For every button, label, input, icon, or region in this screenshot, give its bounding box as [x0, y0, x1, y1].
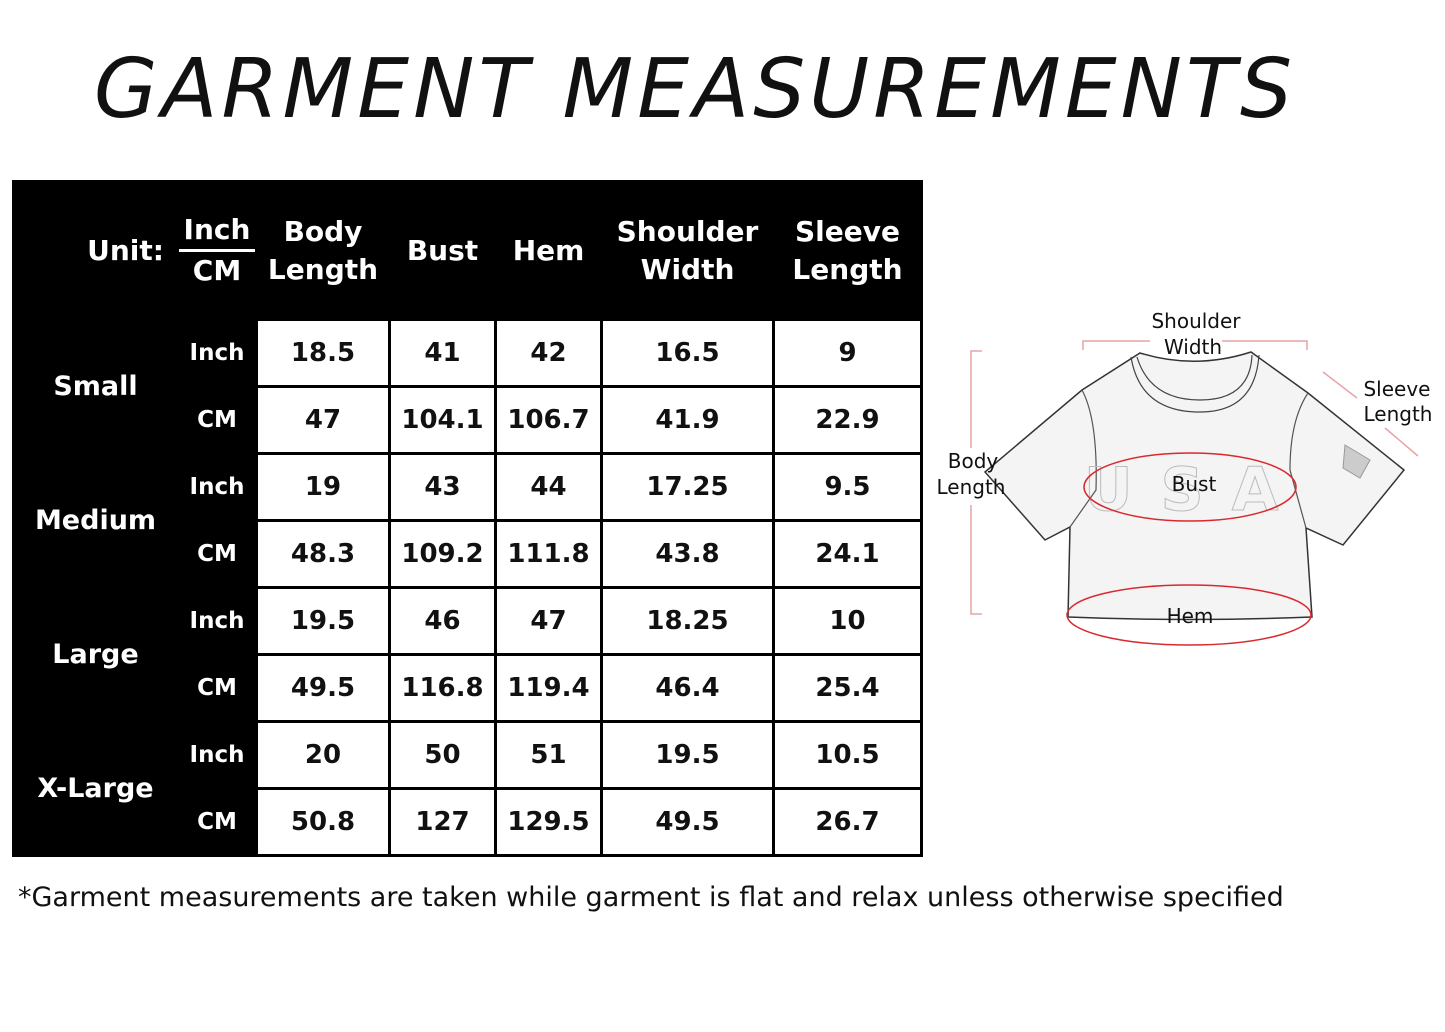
measurement-cell: 22.9 — [772, 385, 923, 455]
measurement-cell: 48.3 — [255, 519, 391, 589]
sleeve-label-2: Length — [1364, 402, 1433, 426]
measurement-cell: 49.5 — [255, 653, 391, 723]
table-row: Medium Inch 19 43 44 17.25 9.5 — [12, 452, 923, 589]
table-row: CM 50.8 127 129.5 49.5 26.7 — [14, 787, 923, 857]
unit-cell: Inch — [176, 318, 258, 388]
size-label: Large — [12, 586, 179, 723]
measurement-cell: 43.8 — [600, 519, 775, 589]
usa-print: USA — [1084, 455, 1306, 525]
measurement-cell: 51 — [494, 720, 603, 790]
measurement-cell: 24.1 — [772, 519, 923, 589]
body-label-2: Length — [937, 475, 1006, 499]
unit-cell: Inch — [176, 586, 258, 656]
measurement-cell: 9 — [772, 318, 923, 388]
measurement-cell: 18.25 — [600, 586, 775, 656]
table-row: CM 48.3 109.2 111.8 43.8 24.1 — [14, 519, 923, 589]
unit-label: Unit: — [12, 180, 179, 321]
measurement-cell: 104.1 — [388, 385, 497, 455]
unit-cell: CM — [176, 787, 258, 857]
measure-lines — [970, 340, 1419, 615]
measurement-cell: 10.5 — [772, 720, 923, 790]
measurement-cell: 50 — [388, 720, 497, 790]
table-row: CM 49.5 116.8 119.4 46.4 25.4 — [14, 653, 923, 723]
measurement-cell: 16.5 — [600, 318, 775, 388]
size-label: X-Large — [12, 720, 179, 857]
unit-cell: Inch — [176, 720, 258, 790]
column-header: Hem — [494, 180, 603, 321]
footnote: *Garment measurements are taken while ga… — [18, 882, 1284, 913]
measurement-cell: 19.5 — [600, 720, 775, 790]
measurement-cell: 106.7 — [494, 385, 603, 455]
hem-ellipse — [1066, 584, 1312, 646]
column-header: Shoulder Width — [600, 180, 775, 321]
unit-inch: Inch — [179, 211, 255, 252]
measurement-cell: 43 — [388, 452, 497, 522]
tshirt-outline — [983, 351, 1406, 621]
measurement-cell: 44 — [494, 452, 603, 522]
measurement-cell: 47 — [494, 586, 603, 656]
page-title: GARMENT MEASUREMENTS — [93, 42, 1297, 137]
bust-ellipse — [1083, 452, 1297, 522]
measurement-cell: 19.5 — [255, 586, 391, 656]
measurement-cell: 10 — [772, 586, 923, 656]
shoulder-label-2: Width — [1164, 335, 1222, 359]
measurement-cell: 20 — [255, 720, 391, 790]
body-label-1: Body — [948, 449, 999, 473]
measurement-cell: 50.8 — [255, 787, 391, 857]
table-row: CM 47 104.1 106.7 41.9 22.9 — [14, 385, 923, 455]
flag-patch-icon — [1342, 444, 1371, 479]
measurement-cell: 17.25 — [600, 452, 775, 522]
column-header: Sleeve Length — [772, 180, 923, 321]
measurement-cell: 41 — [388, 318, 497, 388]
measurement-cell: 129.5 — [494, 787, 603, 857]
unit-cell: Inch — [176, 452, 258, 522]
measurement-cell: 111.8 — [494, 519, 603, 589]
measurement-cell: 41.9 — [600, 385, 775, 455]
measurement-cell: 9.5 — [772, 452, 923, 522]
measurement-cell: 25.4 — [772, 653, 923, 723]
measurement-cell: 47 — [255, 385, 391, 455]
unit-cell: CM — [176, 653, 258, 723]
unit-cell: CM — [176, 385, 258, 455]
column-header: Bust — [388, 180, 497, 321]
size-label: Medium — [12, 452, 179, 589]
unit-header: Inch CM — [176, 180, 258, 321]
hem-label: Hem — [1167, 604, 1214, 628]
table-row: Large Inch 19.5 46 47 18.25 10 — [12, 586, 923, 723]
measurement-cell: 49.5 — [600, 787, 775, 857]
unit-cell: CM — [176, 519, 258, 589]
measurement-cell: 116.8 — [388, 653, 497, 723]
measurement-cell: 18.5 — [255, 318, 391, 388]
table-row: X-Large Inch 20 50 51 19.5 10.5 — [12, 720, 923, 857]
measurement-cell: 127 — [388, 787, 497, 857]
sleeve-label-1: Sleeve — [1363, 377, 1430, 401]
shoulder-label-1: Shoulder — [1151, 309, 1241, 333]
size-table: Unit: Inch CM Body Length Bust Hem Shoulder … — [12, 180, 923, 857]
unit-cm: CM — [192, 254, 242, 287]
measurement-cell: 19 — [255, 452, 391, 522]
size-label: Small — [12, 318, 179, 455]
measurement-cell: 26.7 — [772, 787, 923, 857]
measurement-cell: 46 — [388, 586, 497, 656]
bust-label: Bust — [1172, 472, 1217, 496]
measurement-cell: 109.2 — [388, 519, 497, 589]
measurement-cell: 42 — [494, 318, 603, 388]
table-row: Small Inch 18.5 41 42 16.5 9 — [12, 318, 923, 455]
measurement-cell: 46.4 — [600, 653, 775, 723]
measurement-cell: 119.4 — [494, 653, 603, 723]
column-header: Body Length — [255, 180, 391, 321]
